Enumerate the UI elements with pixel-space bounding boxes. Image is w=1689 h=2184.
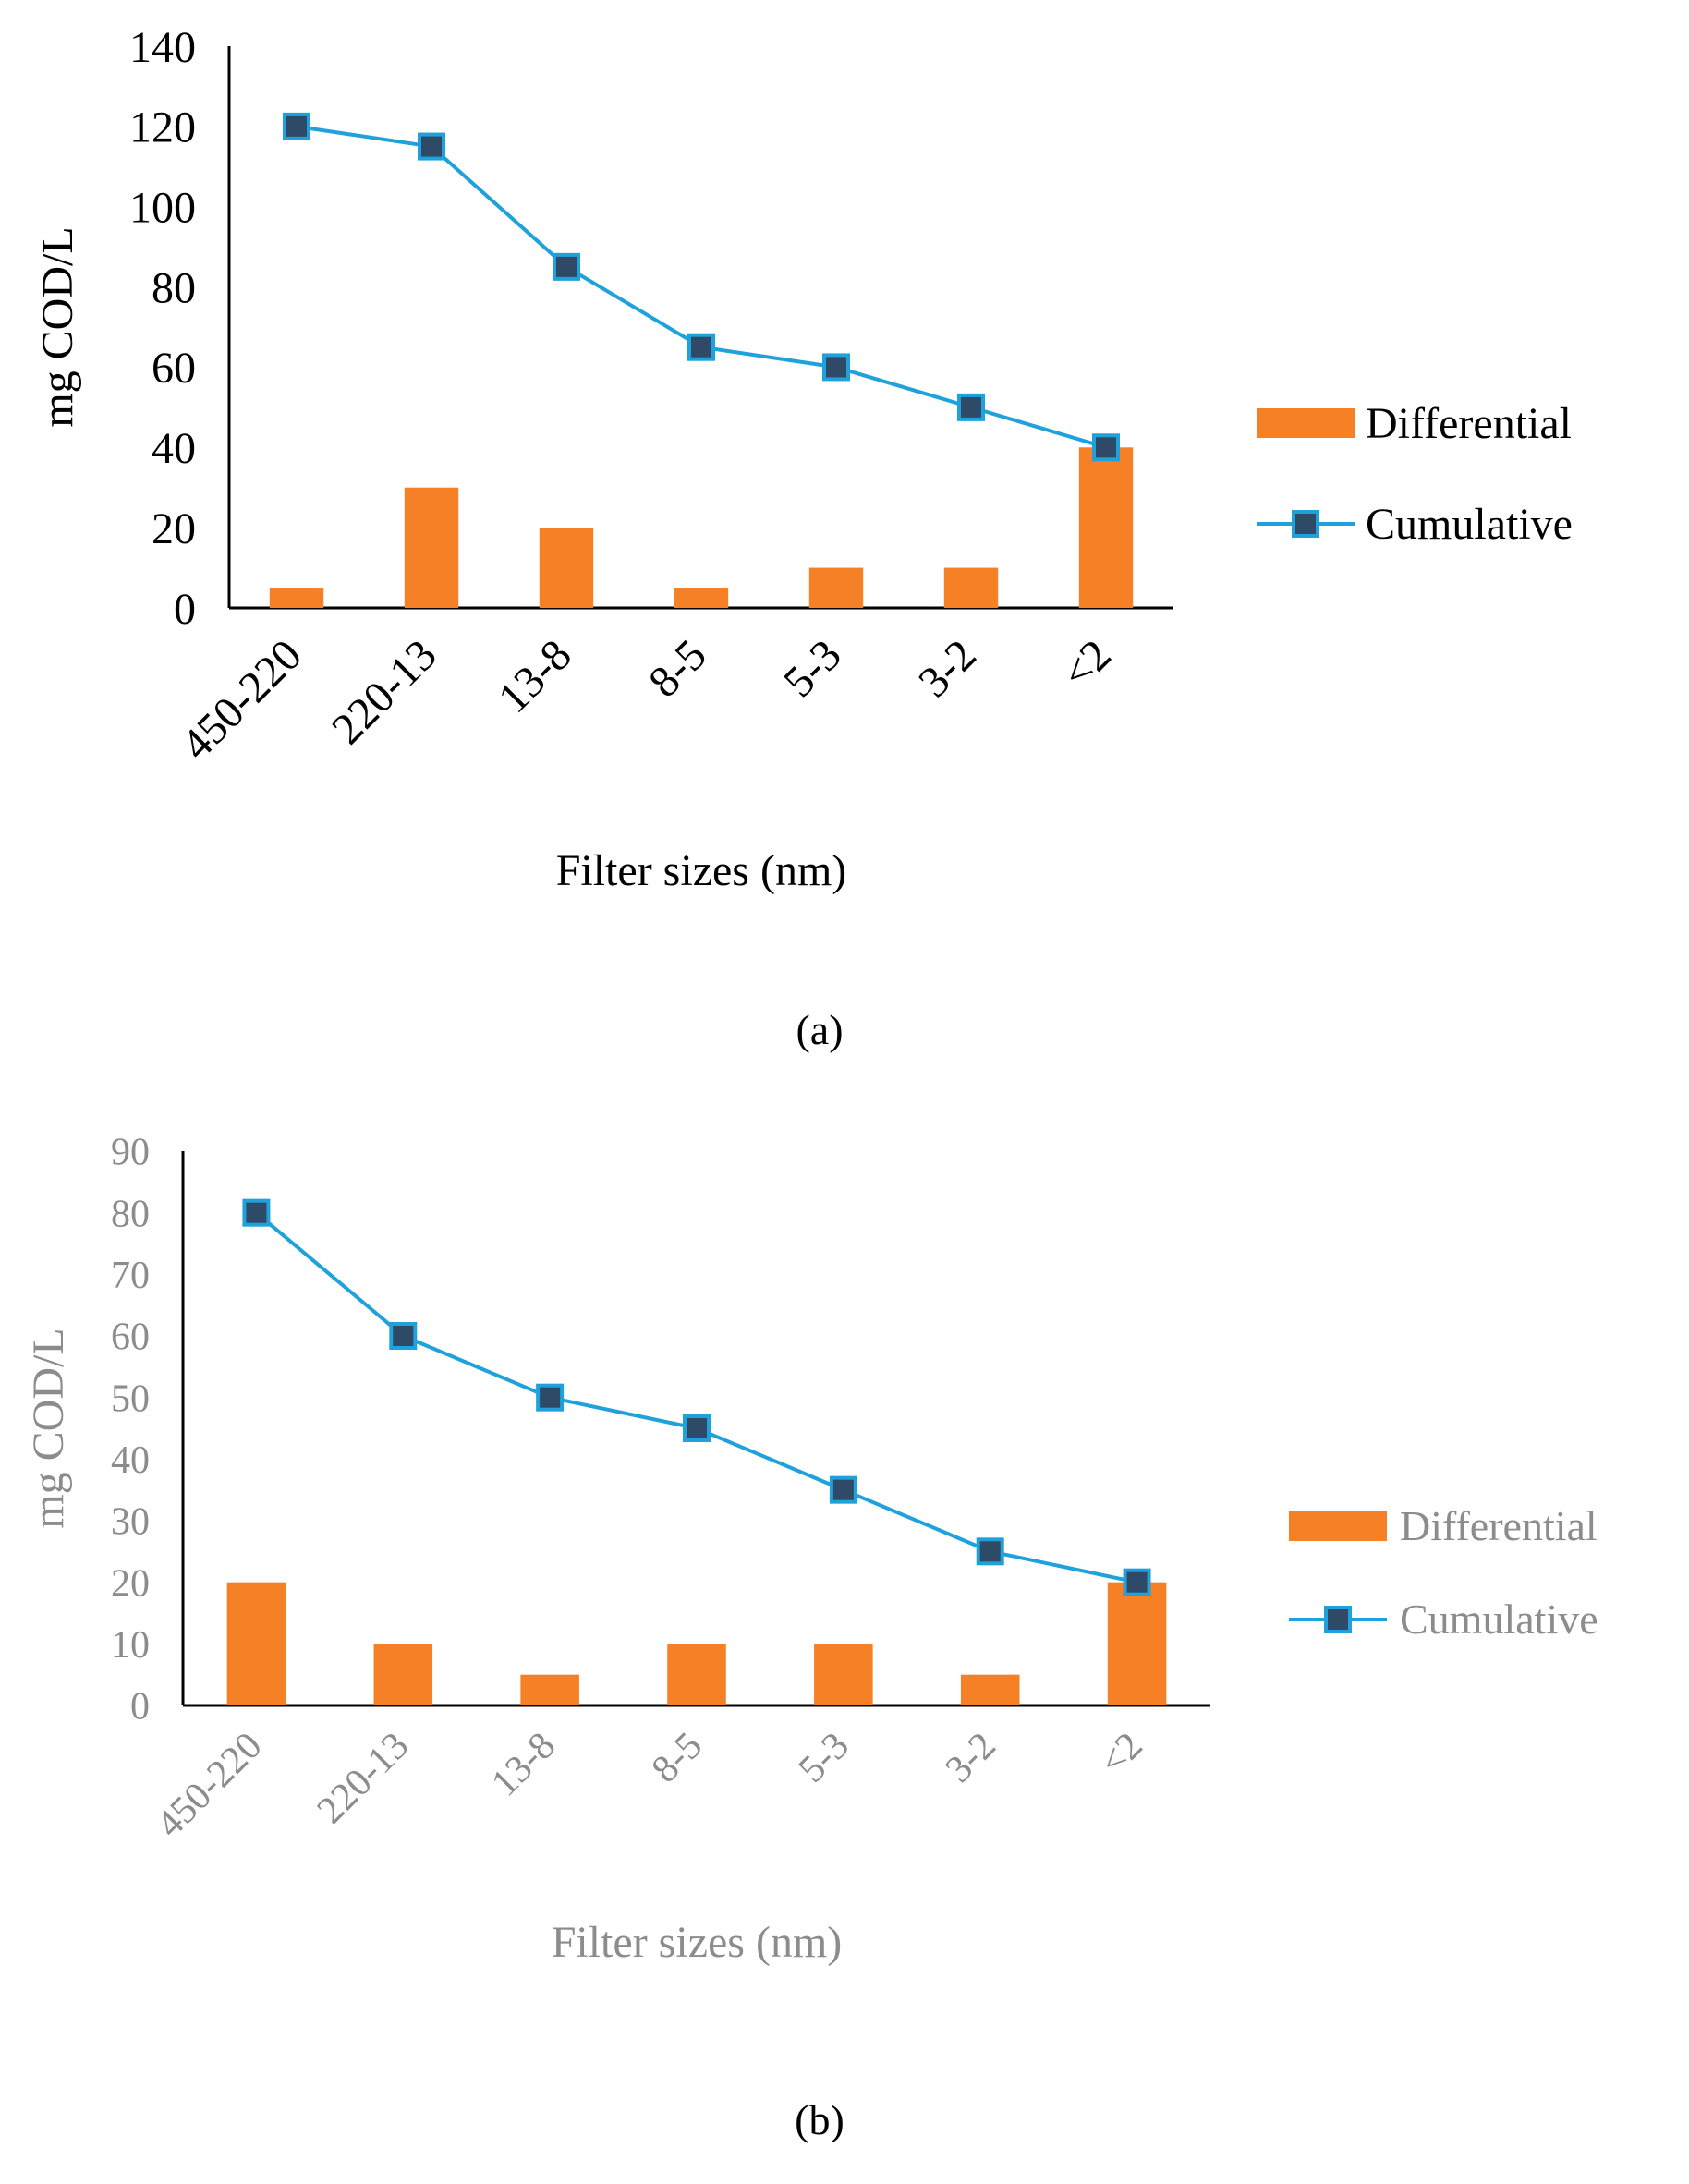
y-tick-label: 20: [111, 1562, 150, 1605]
cumulative-marker: [389, 1322, 418, 1350]
chart-panel-b: 0 10 20 30 40 50 60 70 80 90 450-220 220-13 13-8 8-5 5…: [24, 1132, 1598, 2143]
differential-bar: [226, 1582, 286, 1705]
y-tick-label: 100: [129, 184, 196, 233]
differential-bar: [373, 1644, 433, 1705]
legend-differential-label: Differential: [1366, 399, 1572, 448]
legend-differential-swatch: [1289, 1511, 1387, 1541]
cumulative-marker: [957, 393, 985, 421]
y-tick-label: 80: [111, 1193, 150, 1235]
cumulative-line: [255, 1211, 1137, 1584]
y-tick-label: 10: [111, 1624, 150, 1667]
y-tick-label: 30: [111, 1501, 150, 1544]
y-tick-label: 60: [152, 344, 196, 393]
differential-bar: [539, 528, 594, 608]
x-category-label: 220-13: [310, 1725, 418, 1833]
cumulative-marker: [418, 132, 445, 161]
legend-cumulative-marker: [1292, 510, 1319, 538]
y-tick-label: 140: [129, 23, 196, 72]
differential-bar: [674, 588, 729, 608]
legend-differential-swatch: [1257, 408, 1355, 438]
y-tick-label: 40: [152, 424, 196, 473]
chart-panel-a: 0 20 40 60 80 100 120 140 450-220 220-13 13-8 8-5 5-…: [33, 23, 1573, 1053]
y-tick-label: 70: [111, 1255, 150, 1297]
y-tick-label: 120: [129, 103, 196, 152]
legend-cumulative-marker: [1324, 1606, 1352, 1633]
cumulative-marker: [976, 1537, 1004, 1566]
differential-bar: [269, 588, 324, 608]
differential-bar: [1078, 447, 1134, 608]
x-axis-title: Filter sizes (nm): [552, 1918, 843, 1967]
y-tick-label: 20: [152, 504, 196, 553]
x-category-label: 13-8: [483, 1725, 564, 1805]
legend: Differential Cumulative: [1257, 399, 1573, 549]
y-tick-label: 50: [111, 1377, 150, 1420]
differential-bar: [814, 1644, 873, 1705]
y-tick-label: 90: [111, 1132, 150, 1174]
x-category-label: 8-5: [639, 630, 716, 707]
cumulative-marker: [1092, 433, 1120, 462]
x-category-label: 3-2: [938, 1725, 1004, 1791]
cumulative-marker: [829, 1475, 857, 1504]
x-category-label: <2: [1092, 1725, 1151, 1784]
differential-bar: [960, 1674, 1020, 1705]
y-axis-title: mg COD/L: [24, 1328, 73, 1528]
x-category-label: 8-5: [644, 1725, 711, 1791]
x-axis-title: Filter sizes (nm): [556, 846, 847, 895]
x-category-label: 3-2: [909, 630, 986, 707]
x-category-label: 5-3: [791, 1725, 857, 1791]
legend-cumulative-label: Cumulative: [1400, 1596, 1598, 1643]
x-category-label: 13-8: [489, 630, 581, 722]
differential-bar: [520, 1674, 579, 1705]
cumulative-marker: [687, 333, 715, 361]
differential-bar: [808, 567, 864, 608]
differential-bar: [943, 567, 999, 608]
panel-caption: (a): [796, 1006, 843, 1053]
cumulative-marker: [822, 353, 850, 382]
legend-differential-label: Differential: [1400, 1502, 1598, 1549]
x-category-label: 220-13: [322, 630, 446, 754]
panel-caption: (b): [795, 2096, 844, 2143]
cumulative-marker: [536, 1383, 565, 1412]
x-category-label: 450-220: [172, 630, 311, 770]
legend-cumulative-label: Cumulative: [1366, 500, 1573, 549]
cumulative-marker: [242, 1198, 271, 1227]
y-tick-label: 0: [130, 1686, 150, 1729]
legend: Differential Cumulative: [1289, 1502, 1598, 1643]
x-category-label: <2: [1052, 630, 1121, 698]
cumulative-marker: [683, 1414, 711, 1442]
y-tick-label: 0: [174, 585, 196, 634]
x-category-label: 5-3: [774, 630, 851, 707]
differential-bar: [404, 487, 459, 608]
cumulative-marker: [283, 112, 310, 140]
y-axis-title: mg COD/L: [33, 226, 82, 427]
differential-bar: [667, 1644, 726, 1705]
differential-bar: [1107, 1582, 1167, 1705]
y-tick-label: 40: [111, 1439, 150, 1482]
y-tick-label: 80: [152, 263, 196, 312]
y-tick-label: 60: [111, 1316, 150, 1359]
cumulative-marker: [553, 252, 580, 281]
cumulative-marker: [1123, 1568, 1151, 1596]
x-category-label: 450-220: [149, 1725, 271, 1847]
